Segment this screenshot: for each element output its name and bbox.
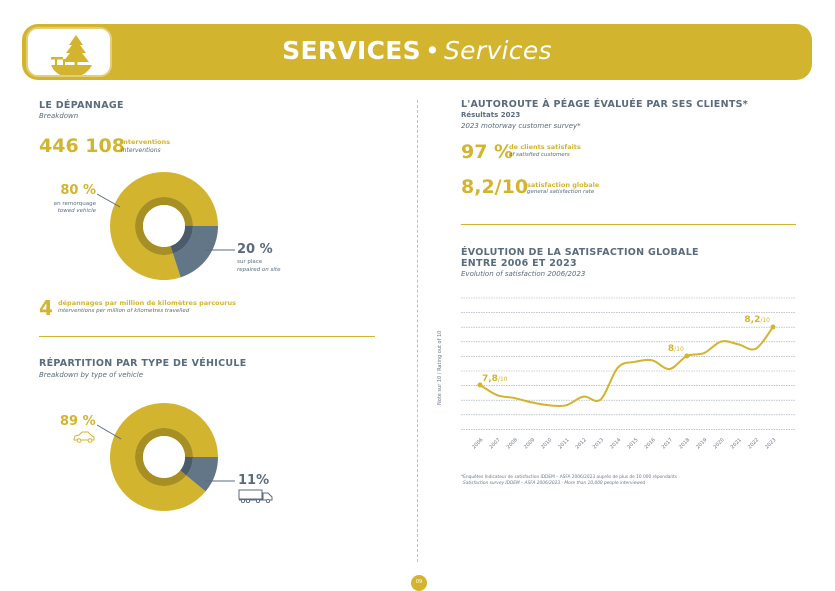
x-tick-label: 2016 xyxy=(644,437,657,450)
satisfied-label-fr: de clients satisfaits xyxy=(509,143,581,151)
data-point-marker xyxy=(770,324,776,330)
donut-slice-major xyxy=(109,403,218,512)
footnote-fr: *Enquêtes Indicateur de satisfaction IDD… xyxy=(461,475,677,480)
x-tick-label: 2008 xyxy=(506,437,519,450)
donut-inner-ring-minor xyxy=(170,226,193,254)
x-tick-label: 2020 xyxy=(712,437,725,450)
car-pct: 89 % xyxy=(60,414,96,429)
onsite-label-fr: sur place xyxy=(237,259,263,265)
evolution-title-line1: ÉVOLUTION DE LA SATISFACTION GLOBALE xyxy=(461,247,699,258)
evolution-title-line2: ENTRE 2006 ET 2023 xyxy=(461,258,577,269)
x-tick-label: 2007 xyxy=(488,437,501,450)
x-tick-label: 2013 xyxy=(592,437,605,450)
x-tick-label: 2017 xyxy=(661,437,674,450)
vehicle-type-title: RÉPARTITION PAR TYPE DE VÉHICULE xyxy=(39,358,247,369)
breakdown-title: LE DÉPANNAGE xyxy=(39,100,124,111)
vehicle-type-subtitle: Breakdown by type of vehicle xyxy=(39,371,144,379)
onsite-pct: 20 % xyxy=(237,242,273,257)
donut-hole xyxy=(143,436,185,478)
per-million-value: 4 xyxy=(39,296,53,320)
page-title: SERVICES • Services xyxy=(22,36,812,65)
towed-pct: 80 % xyxy=(60,183,96,198)
x-tick-label: 2009 xyxy=(523,437,536,450)
onsite-label-en: repaired on site xyxy=(237,267,281,273)
data-label-value: 8,2 xyxy=(744,315,760,325)
section-divider-right xyxy=(461,224,796,225)
data-label-suffix: /10 xyxy=(498,376,508,383)
survey-subtitle: 2023 motorway customer survey* xyxy=(461,122,581,130)
rating-label-fr: satisfaction globale xyxy=(527,181,600,189)
truck-pct: 11% xyxy=(238,473,270,488)
towed-leader-line xyxy=(96,193,121,208)
donut-slice-minor xyxy=(172,226,218,278)
total-interventions-label-en: interventions xyxy=(121,147,161,154)
survey-results: Résultats 2023 xyxy=(461,111,521,119)
satisfied-label-en: of satisfied customers xyxy=(509,152,570,158)
truck-icon xyxy=(238,489,273,503)
data-label-value: 8 xyxy=(668,344,674,354)
footnote-en: Satisfaction survey IDDEM – ASFA 2006/20… xyxy=(463,481,646,486)
survey-title: L'AUTOROUTE À PÉAGE ÉVALUÉE PAR SES CLIE… xyxy=(461,99,749,110)
satisfied-value: 97 % xyxy=(461,141,514,163)
title-separator: • xyxy=(424,36,441,65)
rating-label-en: general satisfaction rate xyxy=(527,189,595,195)
x-tick-label: 2021 xyxy=(730,437,743,450)
donut-slice-minor xyxy=(186,457,218,492)
data-point-marker xyxy=(477,382,483,388)
data-label-suffix: /10 xyxy=(674,346,684,353)
data-label-value: 7,8 xyxy=(482,374,498,384)
donut-hole xyxy=(143,205,185,247)
x-tick-label: 2010 xyxy=(540,437,553,450)
x-tick-label: 2014 xyxy=(609,437,622,450)
total-interventions-label-fr: interventions xyxy=(121,138,171,146)
towed-label-en: towed vehicle xyxy=(57,208,96,214)
x-tick-label: 2006 xyxy=(471,437,484,450)
x-tick-label: 2011 xyxy=(557,437,570,450)
donut-inner-ring-minor xyxy=(180,457,193,476)
car-icon xyxy=(73,431,95,443)
per-million-label-fr: dépannages par million de kilomètres par… xyxy=(58,299,236,307)
total-interventions-value: 446 108 xyxy=(39,135,125,157)
donut-slice-major xyxy=(109,172,218,281)
page-number: 09 xyxy=(411,575,427,591)
rating-value: 8,2/10 xyxy=(461,176,529,198)
towed-label-fr: en remorquage xyxy=(53,201,96,207)
logo-box xyxy=(26,27,112,77)
x-tick-label: 2015 xyxy=(626,437,639,450)
per-million-label-en: interventions per million of kilometres … xyxy=(58,308,190,314)
x-tick-label: 2012 xyxy=(575,437,588,450)
title-en: Services xyxy=(444,36,552,65)
column-divider xyxy=(417,100,418,562)
x-tick-label: 2023 xyxy=(764,437,777,450)
data-label: 8,2/10 xyxy=(744,315,770,325)
data-label: 7,8/10 xyxy=(482,374,508,384)
evolution-subtitle: Evolution of satisfaction 2006/2023 xyxy=(461,270,586,278)
survey-footnote: *Enquêtes Indicateur de satisfaction IDD… xyxy=(461,475,677,487)
x-tick-label: 2019 xyxy=(695,437,708,450)
data-label-suffix: /10 xyxy=(760,317,770,324)
satisfaction-series-line xyxy=(479,326,774,408)
breakdown-subtitle: Breakdown xyxy=(39,112,79,120)
x-tick-label: 2018 xyxy=(678,437,691,450)
data-point-marker xyxy=(684,353,690,359)
title-fr: SERVICES xyxy=(282,36,421,65)
data-label: 8/10 xyxy=(668,344,684,354)
car-leader-line xyxy=(96,424,122,440)
picnic-tree-icon xyxy=(51,35,92,75)
section-divider-left xyxy=(39,336,375,337)
x-tick-label: 2022 xyxy=(747,437,760,450)
page-header: SERVICES • Services xyxy=(22,24,812,80)
